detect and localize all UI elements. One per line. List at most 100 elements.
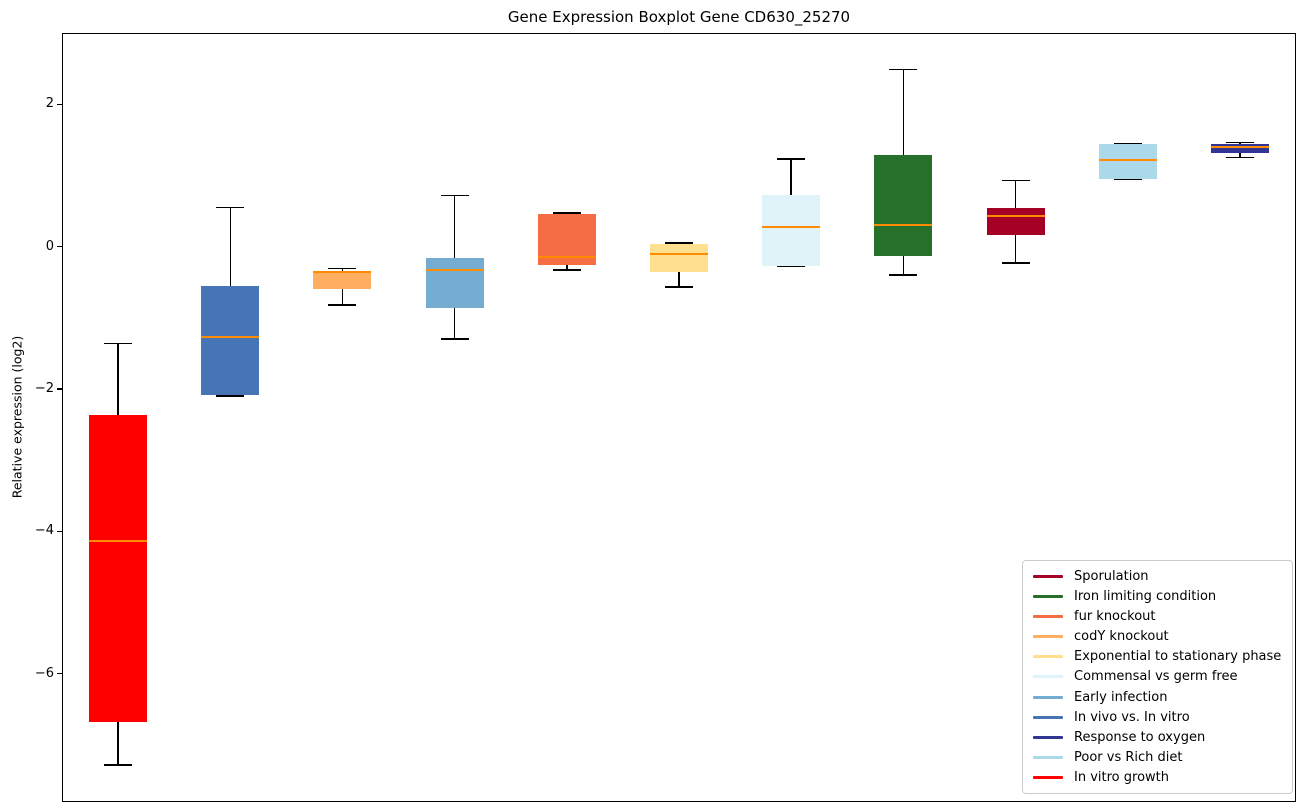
whisker-cap-upper: [328, 267, 357, 270]
legend-line-swatch: [1033, 756, 1063, 760]
legend-item: In vivo vs. In vitro: [1033, 708, 1282, 726]
whisker-cap-lower: [328, 304, 357, 306]
whisker-cap-lower: [552, 269, 581, 271]
median-line: [89, 539, 148, 542]
legend-line-swatch: [1033, 695, 1063, 699]
legend: Sporulation Iron limiting condition fur kn…: [1022, 560, 1293, 794]
whisker-upper: [117, 343, 119, 416]
legend-item: Commensal vs germ free: [1033, 668, 1282, 686]
whisker-lower: [1014, 235, 1017, 263]
whisker-cap-upper: [777, 158, 806, 160]
whisker-lower: [453, 307, 456, 340]
y-tick-mark: [57, 673, 62, 675]
box-rect: [201, 286, 260, 395]
y-tick-label: 2: [45, 96, 54, 112]
whisker-lower: [341, 289, 344, 305]
median-line: [201, 336, 260, 339]
whisker-cap-lower: [216, 395, 245, 397]
legend-item: Iron limiting condition: [1033, 587, 1282, 605]
legend-item: Early infection: [1033, 688, 1282, 706]
whisker-cap-upper: [665, 242, 693, 244]
whisker-cap-lower: [1113, 178, 1142, 181]
legend-item: In vitro growth: [1033, 769, 1282, 787]
whisker-cap-upper: [1225, 141, 1254, 144]
whisker-cap-upper: [889, 68, 918, 71]
legend-line-swatch: [1033, 655, 1063, 659]
whisker-cap-upper: [1113, 142, 1142, 145]
legend-line-swatch: [1033, 594, 1063, 598]
box-rect: [1098, 144, 1157, 179]
median-line: [425, 269, 484, 272]
whisker-cap-upper: [552, 212, 581, 214]
legend-item-label: fur knockout: [1074, 608, 1156, 624]
whisker-cap-lower: [777, 265, 806, 268]
whisker-lower: [566, 265, 568, 271]
legend-item-label: Iron limiting condition: [1074, 588, 1217, 604]
box-rect: [425, 258, 484, 308]
whisker-upper: [453, 195, 456, 258]
legend-item-label: Early infection: [1074, 689, 1168, 705]
legend-item: Poor vs Rich diet: [1033, 749, 1282, 767]
legend-line-swatch: [1033, 635, 1063, 639]
box-rect: [874, 155, 933, 256]
legend-item-label: Sporulation: [1074, 568, 1149, 584]
whisker-cap-lower: [1001, 262, 1030, 264]
legend-line-swatch: [1033, 675, 1063, 679]
median-line: [986, 214, 1045, 217]
legend-line-swatch: [1033, 776, 1063, 780]
whisker-cap-upper: [1001, 179, 1030, 182]
whisker-cap-lower: [889, 274, 918, 276]
legend-item: Response to oxygen: [1033, 728, 1282, 746]
whisker-cap-upper: [440, 194, 469, 197]
whisker-upper: [790, 159, 792, 196]
median-line: [1210, 145, 1269, 148]
box-rect: [89, 415, 148, 723]
y-tick-label: −4: [34, 523, 54, 539]
legend-item: Exponential to stationary phase: [1033, 648, 1282, 666]
median-line: [1098, 158, 1157, 161]
whisker-cap-lower: [104, 764, 133, 766]
whisker-upper: [902, 69, 905, 156]
legend-line-swatch: [1033, 715, 1063, 719]
y-tick-label: 0: [45, 238, 54, 254]
y-tick-label: −6: [34, 665, 54, 681]
whisker-lower: [117, 722, 119, 765]
whisker-cap-upper: [104, 342, 133, 345]
box-rect: [986, 208, 1045, 236]
y-tick-mark: [57, 388, 62, 390]
legend-item-label: Exponential to stationary phase: [1074, 649, 1282, 665]
median-line: [313, 271, 372, 274]
legend-item-label: In vivo vs. In vitro: [1074, 709, 1190, 725]
median-line: [874, 224, 933, 227]
legend-item: Sporulation: [1033, 567, 1282, 585]
legend-item-label: Response to oxygen: [1074, 729, 1206, 745]
box-rect: [313, 270, 372, 290]
legend-item: fur knockout: [1033, 607, 1282, 625]
whisker-lower: [678, 272, 680, 288]
whisker-upper: [341, 268, 344, 271]
median-line: [537, 256, 596, 259]
whisker-cap-lower: [440, 338, 469, 340]
whisker-upper: [229, 207, 232, 287]
y-tick-mark: [57, 245, 62, 248]
whisker-upper: [1014, 180, 1017, 209]
legend-line-swatch: [1033, 614, 1063, 618]
legend-line-swatch: [1033, 735, 1063, 739]
chart-title: Gene Expression Boxplot Gene CD630_25270: [507, 8, 851, 26]
legend-item-label: In vitro growth: [1074, 770, 1169, 786]
whisker-cap-upper: [216, 206, 245, 209]
y-tick-label: −2: [34, 381, 54, 397]
legend-item-label: Commensal vs germ free: [1074, 669, 1238, 685]
whisker-cap-lower: [1225, 156, 1254, 159]
box-rect: [762, 195, 821, 266]
box-rect: [650, 243, 708, 273]
legend-item-label: codY knockout: [1074, 629, 1169, 645]
y-axis-label: Relative expression (log2): [9, 335, 25, 499]
legend-item-label: Poor vs Rich diet: [1074, 750, 1183, 766]
y-tick-mark: [57, 530, 62, 533]
legend-item: codY knockout: [1033, 628, 1282, 646]
whisker-lower: [902, 255, 905, 276]
median-line: [650, 252, 708, 255]
whisker-lower: [1239, 152, 1241, 158]
